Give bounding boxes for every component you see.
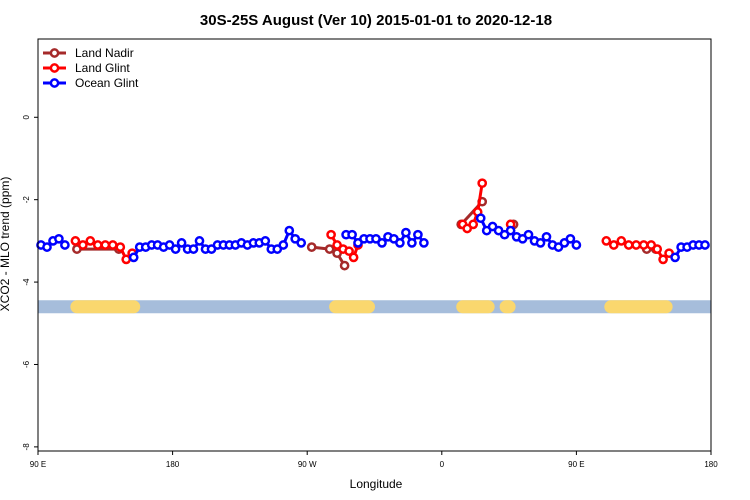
legend-marker <box>49 78 60 88</box>
land-glint-point <box>344 246 354 257</box>
plot-frame <box>37 38 712 452</box>
land-glint-point <box>658 254 668 265</box>
series-land-nadir <box>72 196 661 271</box>
land-glint-point <box>70 236 81 246</box>
ocean-glint-point <box>278 240 289 250</box>
ocean-glint-point <box>54 233 64 244</box>
legend-label: Land Nadir <box>75 46 134 60</box>
ocean-glint-point <box>407 238 417 248</box>
ocean-glint-point <box>347 229 357 240</box>
y-tick-label: -8 <box>22 443 31 451</box>
x-axis-label: Longitude <box>350 477 403 491</box>
ocean-glint-point <box>260 236 271 246</box>
series-ocean-glint <box>36 213 710 263</box>
ocean-glint-point <box>176 238 187 248</box>
land-glint-point <box>616 236 627 246</box>
land-nadir-point <box>339 260 350 271</box>
ocean-glint-point <box>571 240 582 250</box>
ocean-glint-point <box>505 225 516 236</box>
land-glint-point <box>638 240 649 250</box>
axis-layer: 90 E 180 90 W 0 90 E 180 0 -2 -4 -6 -8 <box>22 115 718 469</box>
ocean-glint-point <box>401 227 411 238</box>
land-glint-point <box>348 252 359 263</box>
ocean-glint-point <box>700 240 710 250</box>
land-glint-point <box>326 229 336 240</box>
ocean-glint-point <box>541 231 552 242</box>
x-tick-label: 90 E <box>568 460 584 469</box>
land-glint-point <box>85 236 96 246</box>
legend-item-land-nadir: Land Nadir <box>43 46 134 60</box>
legend-item-land-glint: Land Glint <box>43 61 130 75</box>
ocean-glint-point <box>413 229 423 240</box>
x-tick-label: 0 <box>440 460 445 469</box>
ocean-glint-point <box>194 236 205 246</box>
legend-label: Ocean Glint <box>75 76 139 90</box>
series-layer <box>36 178 710 271</box>
land-glint-point <box>601 236 612 246</box>
land-glint-point <box>92 240 103 250</box>
land-glint-point <box>121 254 132 265</box>
y-tick-label: -2 <box>22 196 31 204</box>
legend-label: Land Glint <box>75 61 130 75</box>
x-tick-label: 90 E <box>30 460 46 469</box>
land-glint-point <box>100 240 111 250</box>
land-glint-point <box>477 178 488 189</box>
y-tick-label: -4 <box>22 278 31 286</box>
x-tick-label: 180 <box>704 460 718 469</box>
ocean-glint-point <box>395 238 405 248</box>
y-axis-label: XCO2 - MLO trend (ppm) <box>0 177 12 312</box>
x-tick-label: 180 <box>166 460 180 469</box>
land-glint-point <box>468 219 479 230</box>
ocean-glint-point <box>284 225 295 236</box>
land-glint-point <box>608 240 619 250</box>
ocean-glint-point <box>42 242 52 252</box>
ocean-glint-point <box>475 213 486 224</box>
legend-item-ocean-glint: Ocean Glint <box>43 76 139 90</box>
ocean-glint-point <box>377 238 387 248</box>
ocean-glint-point <box>670 252 680 263</box>
ocean-glint-point <box>523 229 534 240</box>
y-tick-label: -6 <box>22 360 31 368</box>
land-glint-point <box>631 240 642 250</box>
land-nadir-point <box>324 244 335 254</box>
legend-marker <box>49 63 60 73</box>
ocean-glint-point <box>296 238 307 248</box>
y-tick-label: 0 <box>22 115 31 120</box>
land-glint-point <box>652 244 663 254</box>
ocean-glint-point <box>60 240 70 250</box>
land-glint-point <box>107 240 118 250</box>
land-glint-point <box>623 240 634 250</box>
x-tick-label: 90 W <box>298 460 317 469</box>
chart-title: 30S-25S August (Ver 10) 2015-01-01 to 20… <box>200 12 552 29</box>
ocean-glint-point <box>128 252 139 263</box>
land-glint-point <box>78 240 88 250</box>
land-glint-point <box>115 242 126 252</box>
land-nadir-point <box>306 242 317 252</box>
ocean-glint-point <box>565 233 576 244</box>
ocean-glint-point <box>419 238 429 248</box>
legend-marker <box>49 48 60 58</box>
ocean-glint-point <box>535 238 546 248</box>
ocean-glint-point <box>170 244 181 254</box>
ocean-glint-point <box>188 244 199 254</box>
